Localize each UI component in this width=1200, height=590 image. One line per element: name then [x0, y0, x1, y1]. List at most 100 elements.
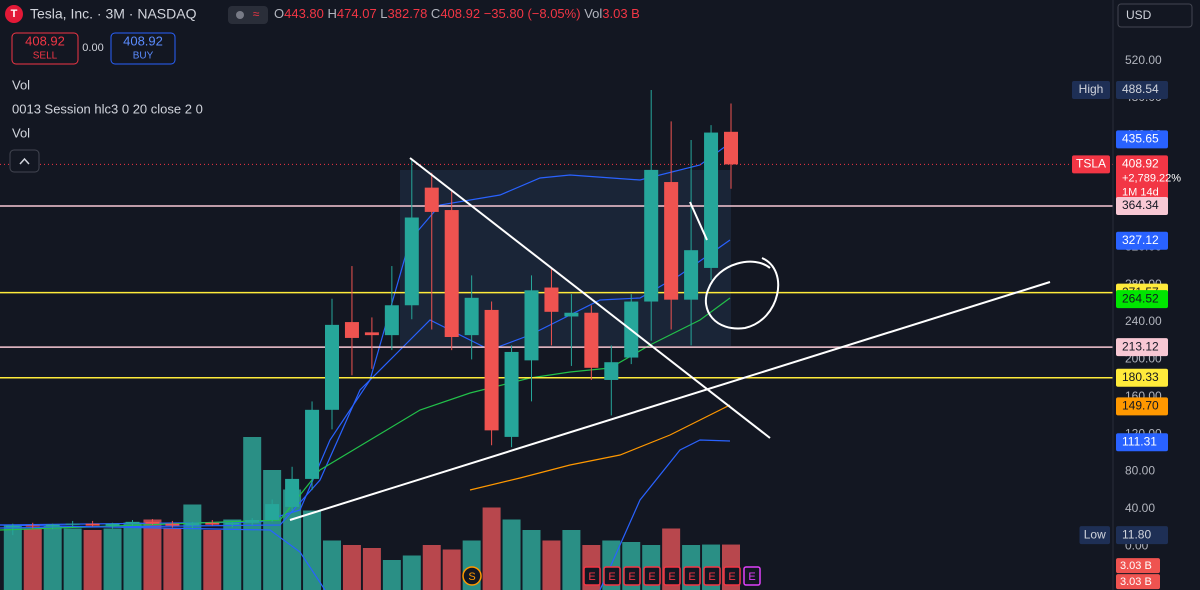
event-marker-label: E — [668, 571, 675, 583]
price-label: 364.34 — [1122, 198, 1159, 212]
candle-body — [325, 324, 339, 410]
price-label-box — [1116, 433, 1168, 452]
change: −35.80 (−8.05%) — [484, 6, 581, 21]
price-label: 408.92 — [1122, 157, 1159, 171]
toggle-dot — [236, 11, 244, 19]
y-tick-label: 40.00 — [1125, 501, 1155, 515]
upper-band — [0, 142, 731, 526]
event-marker — [462, 566, 482, 586]
candle-layer — [5, 90, 738, 536]
volume-bar — [123, 522, 142, 590]
candle-body — [285, 478, 300, 507]
event-marker — [643, 566, 661, 586]
event-marker — [663, 566, 681, 586]
candle-body — [504, 351, 519, 437]
volume-bar — [243, 437, 262, 590]
price-label-note: 1M 14d — [1122, 186, 1159, 198]
event-marker — [583, 566, 601, 586]
price-label-note: +2,789.22% — [1122, 172, 1181, 184]
logo — [5, 5, 23, 23]
indicator-label: 0013 Session hlc3 0 20 close 2 0 — [12, 101, 203, 116]
candle-body — [544, 287, 559, 312]
event-marker — [603, 566, 621, 586]
logo-letter: T — [11, 8, 18, 20]
toggle-icon: ≈ — [253, 7, 260, 21]
event-marker — [723, 566, 741, 586]
volume-label: 3.03 B — [1120, 576, 1152, 588]
volume-bar — [283, 489, 302, 590]
currency-select[interactable] — [1117, 3, 1193, 28]
candle-body — [684, 250, 699, 300]
y-tick-label: 520.00 — [1125, 53, 1162, 67]
volume-bar — [143, 519, 162, 590]
price-label-box — [1116, 338, 1168, 357]
volume-bar — [63, 528, 82, 590]
volume-label-box — [1116, 574, 1160, 590]
volume-bar — [482, 507, 501, 590]
volume-bar — [303, 510, 322, 590]
ohlc-value: 408.92 — [440, 6, 480, 21]
candle-body — [165, 523, 180, 526]
toggle[interactable] — [228, 6, 268, 24]
price-label: 111.31 — [1122, 434, 1157, 448]
candle-body — [524, 290, 539, 361]
price-label: 11.80 — [1122, 527, 1151, 541]
candle-body — [225, 522, 240, 525]
volume-bar — [103, 528, 122, 590]
candle-body — [604, 362, 619, 380]
candle-body — [484, 309, 499, 431]
candle-body — [724, 131, 738, 165]
candle-body — [584, 312, 599, 368]
vol-key: Vol — [584, 6, 602, 21]
event-marker — [743, 566, 761, 586]
candle-body — [305, 409, 320, 479]
ohlc-key: O — [274, 6, 284, 21]
trend-line — [409, 157, 771, 439]
price-tag-box — [1079, 526, 1110, 545]
candle-body — [564, 312, 579, 317]
volume-bar — [402, 555, 421, 590]
sell-button[interactable] — [11, 32, 79, 65]
volume-bar — [163, 528, 182, 590]
indicator-label: Vol — [12, 125, 30, 140]
price-tag-box — [1072, 81, 1110, 100]
volume-layer — [3, 437, 740, 590]
volume-bar — [223, 519, 242, 590]
volume-bar — [442, 549, 461, 590]
volume-label-box — [1116, 558, 1160, 574]
price-label-box — [1116, 526, 1168, 545]
candle-body — [644, 169, 659, 302]
volume-bar — [382, 560, 401, 590]
event-marker-label: E — [708, 571, 715, 583]
ohlc-value: 474.07 — [337, 6, 377, 21]
candle-body — [704, 132, 719, 268]
buy-button[interactable] — [110, 32, 176, 65]
lower-band — [599, 439, 731, 590]
event-marker-label: E — [728, 571, 735, 583]
sell-label: SELL — [33, 51, 58, 62]
candle-body — [205, 522, 220, 525]
price-label-box — [1116, 196, 1168, 215]
buy-label: BUY — [133, 51, 154, 62]
symbol-title: Tesla, Inc. · 3M · NASDAQ — [30, 6, 197, 22]
indicator-label: Vol — [12, 77, 30, 92]
price-label-box — [1116, 368, 1168, 387]
volume-bar — [542, 540, 561, 590]
buy-price: 408.92 — [123, 33, 163, 48]
candle-body — [245, 519, 260, 523]
ohlc-value: 443.80 — [284, 6, 324, 21]
event-marker-label: E — [608, 571, 615, 583]
volume-bar — [362, 548, 381, 590]
hand-circle — [704, 257, 780, 330]
volume-bar — [562, 530, 581, 590]
ohlc-value: 382.78 — [388, 6, 428, 21]
price-tag-box — [1072, 155, 1110, 174]
event-marker-label: E — [588, 571, 595, 583]
volume-bar — [263, 470, 282, 590]
collapse-button[interactable] — [9, 149, 40, 173]
price-label: 149.70 — [1122, 399, 1159, 413]
candle-body — [85, 523, 100, 526]
